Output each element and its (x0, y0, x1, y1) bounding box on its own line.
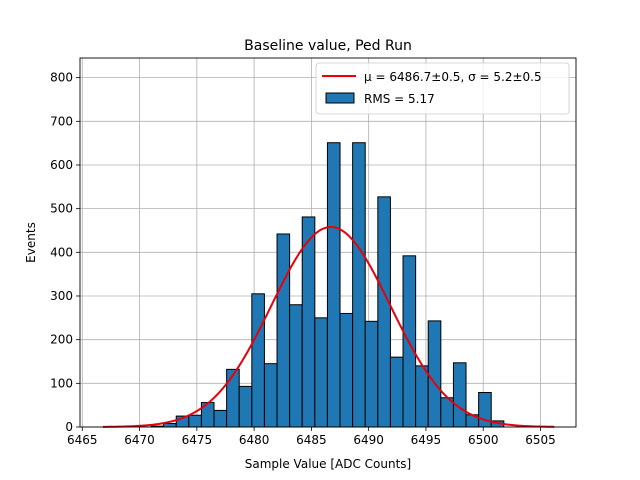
x-tick-label: 6470 (124, 433, 155, 447)
histogram-bar (364, 320, 379, 428)
y-tick-label: 300 (50, 289, 73, 303)
histogram-bar (352, 142, 366, 428)
histogram-bar (226, 368, 240, 428)
legend: μ = 6486.7±0.5, σ = 5.2±0.5 RMS = 5.17 (315, 62, 570, 115)
y-tick-label: 600 (50, 158, 73, 172)
histogram-bar (339, 312, 354, 428)
x-tick-label: 6490 (353, 433, 384, 447)
y-axis-label: Events (24, 222, 38, 263)
y-tick-label: 400 (50, 245, 73, 259)
chart-title: Baseline value, Ped Run (244, 38, 412, 54)
histogram-bar (389, 356, 404, 428)
plot-frame (79, 57, 577, 428)
histogram-bar (314, 317, 328, 428)
x-tick-label: 6475 (182, 433, 213, 447)
y-tick-label: 0 (65, 420, 73, 434)
x-tick-label: 6480 (239, 433, 270, 447)
histogram-bar (427, 320, 442, 428)
x-axis-label: Sample Value [ADC Counts] (245, 457, 411, 471)
y-tick-label: 500 (50, 202, 73, 216)
x-tick-label: 6500 (468, 433, 499, 447)
legend-box (315, 62, 570, 115)
histogram-bar (452, 362, 467, 428)
histogram-bar (301, 216, 316, 428)
legend-histogram-swatch (325, 92, 355, 104)
y-tick-label: 800 (50, 71, 73, 85)
y-tick-label: 100 (50, 376, 73, 390)
histogram-bar (238, 385, 253, 428)
x-tick-label: 6505 (525, 433, 556, 447)
histogram-bar (415, 365, 429, 428)
histogram-bar (289, 304, 303, 428)
x-tick-label: 6465 (67, 433, 98, 447)
legend-histogram-label: RMS = 5.17 (364, 92, 435, 106)
histogram-bar (251, 293, 265, 428)
histogram-bar (163, 423, 177, 428)
histogram-bar (276, 233, 291, 428)
histogram-bar (326, 142, 341, 428)
x-tick-label: 6485 (296, 433, 327, 447)
y-tick-label: 200 (50, 333, 73, 347)
histogram-bar (377, 196, 391, 428)
x-axis-ticks: 6465 6470 6475 6480 6485 6490 6495 6500 6505 (67, 427, 556, 447)
gaussian-fit-curve (102, 225, 555, 428)
y-axis-ticks: 0 100 200 300 400 500 600 700 800 (50, 71, 80, 434)
legend-fit-label: μ = 6486.7±0.5, σ = 5.2±0.5 (364, 70, 542, 84)
histogram-bar (263, 363, 278, 428)
y-tick-label: 700 (50, 114, 73, 128)
histogram-bar (188, 414, 202, 428)
x-tick-label: 6495 (411, 433, 442, 447)
histogram-bar (213, 409, 228, 428)
